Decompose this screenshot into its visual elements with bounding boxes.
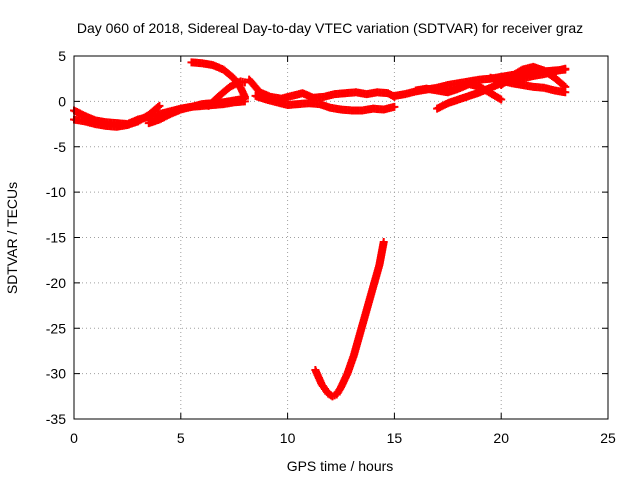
- y-tick-label: -10: [46, 184, 66, 200]
- series-track-7: [251, 91, 399, 115]
- x-tick-label: 25: [600, 430, 616, 446]
- series-track-2: [70, 101, 164, 131]
- y-tick-label: 5: [58, 48, 66, 64]
- y-tick-label: -35: [46, 411, 66, 427]
- data-point: [240, 92, 249, 101]
- data-point: [390, 102, 399, 111]
- y-tick-label: -30: [46, 366, 66, 382]
- chart-title: Day 060 of 2018, Sidereal Day-to-day VTE…: [77, 20, 583, 36]
- data-point: [155, 101, 164, 110]
- series-track-5: [204, 77, 249, 110]
- data-point: [379, 238, 388, 247]
- series-track-12: [497, 62, 570, 91]
- y-axis-label: SDTVAR / TECUs: [4, 182, 20, 294]
- x-tick-label: 0: [70, 430, 78, 446]
- data-point: [154, 103, 163, 112]
- x-tick-label: 5: [177, 430, 185, 446]
- y-tick-label: 0: [58, 93, 66, 109]
- series-track-11: [486, 73, 570, 97]
- series-track-13: [311, 238, 388, 401]
- grid: [74, 56, 608, 419]
- x-tick-label: 10: [280, 430, 296, 446]
- plot-frame: [73, 55, 609, 420]
- y-tick-label: -20: [46, 275, 66, 291]
- y-tick-label: -5: [54, 139, 67, 155]
- data-point: [561, 82, 570, 91]
- data-point: [497, 95, 506, 104]
- x-tick-label: 15: [387, 430, 403, 446]
- data-points: [70, 58, 570, 401]
- tick-labels: 0 5 10 15 20 25 5 0 -5 -10 -15 -20 -25 -30 -35: [46, 48, 616, 446]
- y-tick-label: -15: [46, 230, 66, 246]
- x-tick-label: 20: [493, 430, 509, 446]
- data-point: [559, 81, 568, 90]
- x-axis-label: GPS time / hours: [287, 458, 394, 474]
- y-tick-label: -25: [46, 320, 66, 336]
- data-point: [561, 64, 570, 73]
